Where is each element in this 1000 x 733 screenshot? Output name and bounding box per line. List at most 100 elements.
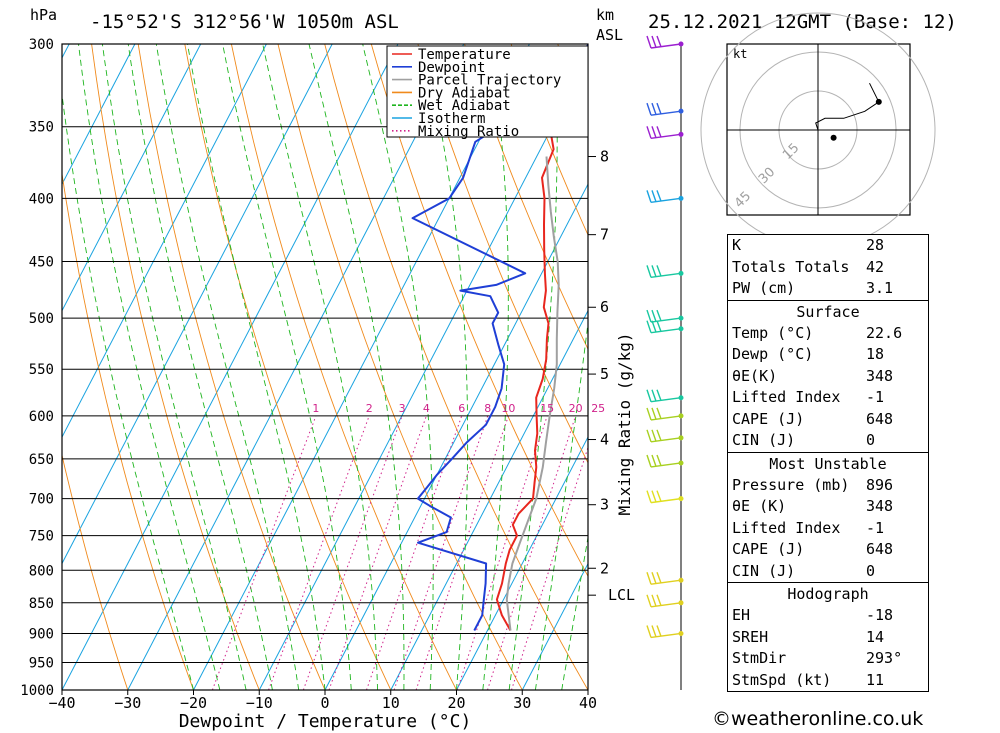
index-label: PW (cm) bbox=[732, 279, 796, 297]
surface-row: θE(K) 348 bbox=[728, 366, 928, 388]
hodograph-stat-row: EH -18 bbox=[728, 605, 928, 627]
pressure-tick-label: 350 bbox=[29, 120, 54, 136]
surface-title: Surface bbox=[796, 302, 860, 321]
index-label: Totals Totals bbox=[732, 257, 850, 276]
surface-label: CAPE (J) bbox=[732, 409, 805, 428]
most-unstable-row: CIN (J) 0 bbox=[728, 561, 928, 583]
dry-adiabat-line bbox=[510, 44, 588, 236]
wet-adiabat-line bbox=[78, 44, 221, 690]
mixing-ratio-tick-label: 15 bbox=[540, 402, 554, 415]
surface-value: 22.6 bbox=[866, 323, 903, 342]
most-unstable-label: CAPE (J) bbox=[732, 540, 805, 558]
pressure-tick-label: 650 bbox=[29, 452, 54, 468]
hodograph-stat-row: StmSpd (kt) 11 bbox=[728, 670, 928, 692]
mixing-ratio-tick-label: 25 bbox=[591, 402, 605, 415]
temp-tick-label: 40 bbox=[579, 694, 597, 712]
location-title: -15°52'S 312°56'W 1050m ASL bbox=[90, 11, 399, 33]
km-tick-label: 8 bbox=[600, 148, 609, 166]
wind-barb bbox=[646, 320, 684, 334]
most-unstable-label: Lifted Index bbox=[732, 518, 841, 537]
wind-barb bbox=[646, 571, 684, 585]
km-tick-label: 2 bbox=[600, 559, 609, 577]
index-value: 3.1 bbox=[866, 279, 894, 297]
pressure-tick-label: 700 bbox=[29, 492, 54, 508]
km-label: km bbox=[596, 6, 614, 24]
wind-barb bbox=[646, 126, 684, 140]
pressure-tick-label: 950 bbox=[29, 655, 54, 671]
temp-tick-label: 30 bbox=[513, 694, 531, 712]
pressure-tick-label: 450 bbox=[29, 255, 54, 271]
isotherm-line bbox=[62, 44, 202, 312]
hodograph-stat-value: 293° bbox=[866, 649, 903, 667]
temp-tick-label: 0 bbox=[320, 694, 329, 712]
series-line-parcel-trajectory bbox=[505, 156, 560, 631]
legend-box bbox=[386, 45, 589, 138]
most-unstable-label: CIN (J) bbox=[732, 561, 796, 580]
surface-value: 0 bbox=[866, 431, 876, 449]
pressure-tick-label: 600 bbox=[29, 409, 54, 425]
isotherm-line bbox=[324, 183, 588, 690]
wind-barb bbox=[646, 102, 684, 116]
km-tick-label: 6 bbox=[600, 298, 609, 316]
temp-tick-label: 10 bbox=[382, 694, 400, 712]
temp-tick-label: −20 bbox=[180, 694, 207, 712]
index-label: K bbox=[732, 236, 742, 254]
pressure-tick-label: 300 bbox=[29, 37, 54, 53]
dry-adiabat-line bbox=[931, 44, 1000, 690]
most-unstable-title: Most Unstable bbox=[769, 454, 887, 473]
pressure-tick-label: 900 bbox=[29, 626, 54, 642]
hodograph-top-marker bbox=[875, 98, 882, 105]
dry-adiabat-line bbox=[464, 44, 588, 351]
mixing-ratio-tick-label: 20 bbox=[569, 402, 583, 415]
km-tick-label: 7 bbox=[600, 226, 609, 244]
pressure-tick-label: 500 bbox=[29, 311, 54, 327]
mixing-ratio-tick-label: 4 bbox=[423, 402, 430, 415]
surface-label: Dewp (°C) bbox=[732, 345, 814, 363]
wind-barb bbox=[646, 594, 684, 608]
series-line-temperature bbox=[495, 61, 555, 631]
wet-adiabat-line bbox=[62, 91, 194, 690]
wind-barb bbox=[646, 407, 684, 421]
hodograph-stat-label: StmSpd (kt) bbox=[732, 670, 832, 689]
hodograph-stat-label: StmDir bbox=[732, 649, 787, 667]
surface-row: CAPE (J) 648 bbox=[728, 409, 928, 431]
temp-tick-label: −40 bbox=[48, 694, 75, 712]
isotherm-line bbox=[62, 44, 399, 690]
pressure-tick-label: 1000 bbox=[20, 683, 54, 699]
index-value: 42 bbox=[866, 257, 885, 276]
km-tick-label: 4 bbox=[600, 431, 609, 449]
most-unstable-value: 896 bbox=[866, 475, 894, 494]
isotherm-line bbox=[258, 56, 588, 690]
indices-section: K 28 Totals Totals 42 PW (cm) 3.1 bbox=[728, 235, 928, 300]
mixing-ratio-tick-label: 8 bbox=[484, 402, 491, 415]
wet-adiabat-line bbox=[155, 44, 300, 690]
most-unstable-value: -1 bbox=[866, 518, 885, 537]
asl-label: ASL bbox=[596, 26, 623, 44]
most-unstable-section: Most Unstable Pressure (mb) 896 θE (K) 348 L… bbox=[728, 451, 928, 583]
surface-value: 648 bbox=[866, 409, 894, 428]
temp-tick-label: 20 bbox=[447, 694, 465, 712]
pressure-tick-label: 850 bbox=[29, 596, 54, 612]
most-unstable-row: Pressure (mb) 896 bbox=[728, 475, 928, 497]
index-row: Totals Totals 42 bbox=[728, 257, 928, 279]
isotherm-line bbox=[62, 44, 136, 186]
isotherm-line bbox=[456, 436, 588, 690]
km-tick-label: LCL bbox=[608, 586, 635, 604]
series-line-dewpoint bbox=[411, 44, 588, 631]
surface-label: CIN (J) bbox=[732, 431, 796, 449]
copyright-link[interactable]: ©weatheronline.co.uk bbox=[712, 708, 924, 730]
hodograph-stat-value: 14 bbox=[866, 627, 885, 646]
most-unstable-row: Lifted Index -1 bbox=[728, 518, 928, 540]
most-unstable-value: 648 bbox=[866, 540, 894, 558]
most-unstable-value: 348 bbox=[866, 497, 894, 515]
surface-label: Temp (°C) bbox=[732, 323, 814, 342]
most-unstable-row: CAPE (J) 648 bbox=[728, 539, 928, 561]
hodograph-stats-title: Hodograph bbox=[787, 585, 869, 603]
mixing-ratio-tick-label: 2 bbox=[366, 402, 373, 415]
legend-label: Dry Adiabat bbox=[418, 85, 511, 101]
surface-row: Temp (°C) 22.6 bbox=[728, 323, 928, 345]
temp-tick-label: −10 bbox=[246, 694, 273, 712]
hodograph-stat-row: StmDir 293° bbox=[728, 648, 928, 670]
pressure-unit-label: hPa bbox=[30, 6, 57, 24]
most-unstable-row: θE (K) 348 bbox=[728, 496, 928, 518]
